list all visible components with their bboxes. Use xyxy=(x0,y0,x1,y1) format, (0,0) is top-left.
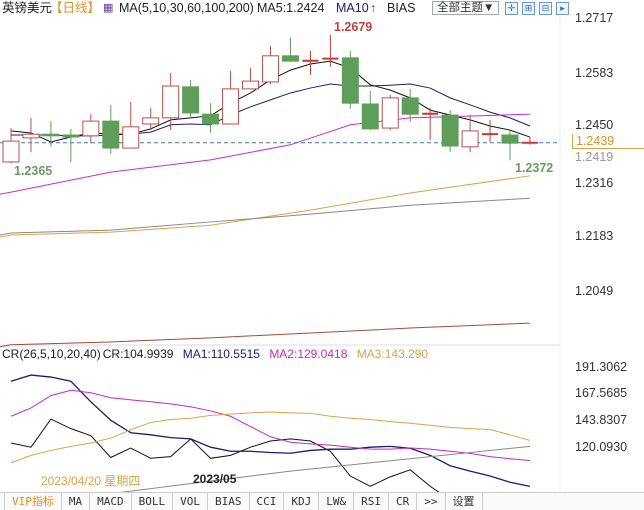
zoom-in-icon[interactable]: ⊞ xyxy=(522,2,535,15)
ma-line-ma30 xyxy=(0,113,530,195)
period-button[interactable]: 【日线】 xyxy=(50,1,101,15)
candle-body xyxy=(82,120,100,137)
theme-dropdown[interactable]: 全部主题▼ xyxy=(432,1,500,15)
price-tick: 1.2717 xyxy=(575,11,614,25)
cr-title: CR(26,5,10,20,40) xyxy=(2,347,101,361)
candle-body xyxy=(381,97,399,129)
price-tick: 1.2583 xyxy=(575,66,614,80)
crosshair-icon[interactable]: ✛ xyxy=(505,2,518,15)
tab-bias[interactable]: BIAS xyxy=(208,493,250,510)
candle-body xyxy=(242,80,260,90)
move-right-icon[interactable]: ▸ xyxy=(556,2,569,15)
candle-body xyxy=(401,97,419,115)
candle-body xyxy=(162,85,180,119)
cr-line-ma2 xyxy=(10,389,531,462)
candle-body xyxy=(62,134,80,138)
cr-ma1-value: MA1:110.5515 xyxy=(182,347,260,361)
price-tick: 1.2316 xyxy=(575,176,614,190)
last-price-label: 1.2439 xyxy=(572,134,644,149)
candle-body xyxy=(341,57,359,104)
low-label-left: 1.2365 xyxy=(14,164,53,178)
tab-cci[interactable]: CCI xyxy=(250,493,285,510)
symbol-name: 英镑美元 xyxy=(2,1,53,15)
ma-line-ma200 xyxy=(0,322,530,348)
ma-line-ma60 xyxy=(0,175,531,238)
candle-body xyxy=(441,114,459,147)
tab-handle[interactable] xyxy=(0,493,5,510)
ma5-value: MA5:1.2424 xyxy=(257,1,325,15)
cr-tick: 143.8307 xyxy=(575,413,628,427)
price-tick: 1.2183 xyxy=(575,229,614,243)
price-tick: 1.2450 xyxy=(575,118,614,132)
candle-body xyxy=(281,55,299,62)
cr-line-ma3 xyxy=(10,411,531,464)
cr-line-ma1 xyxy=(10,374,531,488)
candle-body xyxy=(142,117,160,125)
candle-body xyxy=(22,133,40,139)
candle-body xyxy=(501,134,519,144)
candle-body xyxy=(102,120,120,149)
cr-ma2-value: MA2:129.0418 xyxy=(269,347,348,361)
tab-macd[interactable]: MACD xyxy=(90,493,132,510)
tab-boll[interactable]: BOLL xyxy=(132,493,174,510)
price-tick-hidden: 1.2419 xyxy=(575,150,614,164)
indicator-icon[interactable]: ▦ xyxy=(103,2,114,14)
indicator-tabs: VIP指标 MA MACD BOLL VOL BIAS CCI KDJ LW& … xyxy=(0,492,644,510)
candle-body xyxy=(361,103,379,130)
zoom-out-icon[interactable]: ⊟ xyxy=(539,2,552,15)
ma-line-ma100 xyxy=(0,197,530,236)
tab-lw[interactable]: LW& xyxy=(319,493,355,510)
candle-body xyxy=(122,126,140,149)
tab-vip[interactable]: VIP指标 xyxy=(5,493,62,510)
cursor-date: 2023/04/20 星期四 xyxy=(41,474,141,488)
candle-body xyxy=(42,133,60,137)
bias-label[interactable]: BIAS xyxy=(387,1,416,15)
low-label-right: 1.2372 xyxy=(515,161,554,175)
tab-vol[interactable]: VOL xyxy=(173,493,208,510)
cr-value: CR:104.9939 xyxy=(102,347,174,361)
ma10-label: MA10 xyxy=(336,1,369,15)
tab-ma[interactable]: MA xyxy=(62,493,91,510)
cr-tick: 191.3062 xyxy=(575,360,628,374)
tab-kdj[interactable]: KDJ xyxy=(284,493,320,510)
ma-params[interactable]: MA(5,10,30,60,100,200) xyxy=(119,1,254,15)
candle-body xyxy=(202,113,220,125)
cr-header: CR(26,5,10,20,40) CR:104.9939 MA1:110.551… xyxy=(2,347,434,361)
cr-tick: 167.5685 xyxy=(575,386,628,400)
tab-cr[interactable]: CR xyxy=(389,493,418,510)
month-label: 2023/05 xyxy=(193,472,237,486)
cr-ma3-value: MA3:143.290 xyxy=(356,347,429,361)
tab-settings[interactable]: 设置 xyxy=(446,493,483,510)
tab-more[interactable]: >> xyxy=(417,493,446,510)
red-up-arrow-icon: ↑ xyxy=(370,1,377,15)
high-label: 1.2679 xyxy=(334,20,373,34)
candle-body xyxy=(182,86,200,114)
chart-header: 英镑美元 【日线】 ▦ MA(5,10,30,60,100,200) MA5:1… xyxy=(0,0,644,17)
cr-tick: 120.0930 xyxy=(575,440,628,454)
candle-body xyxy=(261,55,279,83)
price-tick: 1.2049 xyxy=(575,284,614,298)
tab-rsi[interactable]: RSI xyxy=(354,493,389,510)
candle-body xyxy=(461,130,479,148)
candle-body xyxy=(2,140,20,163)
candle-body xyxy=(222,88,240,125)
